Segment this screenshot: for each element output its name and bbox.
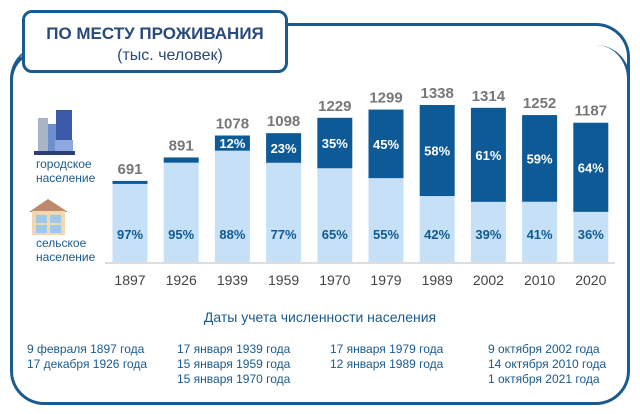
- bar-rural: [522, 201, 558, 262]
- urban-pct-label: 45%: [373, 137, 399, 152]
- x-tick-label: 1926: [166, 272, 197, 288]
- urban-pct-label: 35%: [322, 136, 348, 151]
- census-date: 17 декабря 1926 года: [27, 357, 148, 371]
- urban-pct-label: 59%: [527, 151, 553, 166]
- dates-col-2: 17 января 1939 года 15 января 1959 года …: [177, 342, 290, 387]
- urban-pct-label: 58%: [424, 144, 450, 159]
- rural-pct-label: 41%: [527, 227, 553, 242]
- urban-pct-label: 61%: [475, 148, 501, 163]
- x-tick-label: 2010: [524, 272, 555, 288]
- x-tick-label: 1979: [370, 272, 401, 288]
- total-label: 1229: [318, 98, 351, 115]
- house-icon: [29, 199, 68, 235]
- bar-rural: [573, 211, 609, 262]
- rural-pct-label: 95%: [168, 227, 194, 242]
- bar-urban: [573, 122, 609, 212]
- census-date: 9 февраля 1897 года: [27, 342, 145, 356]
- dates-col-1: 9 февраля 1897 года 17 декабря 1926 года: [27, 342, 147, 372]
- bar-urban: [112, 180, 148, 184]
- rural-pct-label: 97%: [117, 227, 143, 242]
- bar-urban: [470, 107, 506, 202]
- bar-urban: [317, 117, 353, 169]
- census-date: 9 октября 2002 года: [488, 342, 600, 356]
- total-label: 891: [169, 137, 194, 154]
- bar-rural: [419, 196, 455, 262]
- urban-pct-label: 12%: [219, 136, 245, 151]
- bar-urban: [419, 105, 455, 197]
- total-label: 1098: [267, 113, 300, 130]
- bar-rural: [317, 168, 353, 262]
- bar-urban: [522, 115, 558, 202]
- x-tick-label: 1939: [217, 272, 248, 288]
- city-buildings-icon: [34, 110, 75, 155]
- x-tick-label: 1897: [114, 272, 145, 288]
- dates-col-3: 17 января 1979 года 12 января 1989 года: [330, 342, 443, 372]
- bar-urban: [368, 109, 404, 179]
- rural-pct-label: 65%: [322, 227, 348, 242]
- legend-urban: городское население: [36, 157, 96, 185]
- rural-pct-label: 88%: [219, 227, 245, 242]
- total-label: 1187: [575, 103, 608, 120]
- bar-rural: [112, 183, 148, 262]
- chart-title: ПО МЕСТУ ПРОЖИВАНИЯ: [46, 24, 264, 43]
- urban-pct-label: 64%: [578, 160, 604, 175]
- frame-corner: [280, 23, 630, 83]
- bar-rural: [214, 150, 250, 262]
- total-label: 1252: [523, 95, 556, 112]
- total-label: 1078: [216, 116, 249, 133]
- total-label: 1338: [421, 85, 454, 102]
- census-date: 17 января 1939 года: [177, 342, 291, 356]
- rural-pct-label: 36%: [578, 227, 604, 242]
- rural-pct-label: 77%: [271, 227, 297, 242]
- census-date: 12 января 1989 года: [330, 357, 444, 371]
- rural-pct-label: 55%: [373, 227, 399, 242]
- total-label: 1299: [369, 90, 402, 107]
- x-tick-label: 2002: [473, 272, 504, 288]
- rural-pct-label: 42%: [424, 227, 450, 242]
- bar-urban: [163, 157, 199, 163]
- legend-rural: сельское население: [36, 236, 96, 264]
- bar-rural: [470, 201, 506, 262]
- bar-rural: [163, 162, 199, 262]
- x-tick-label: 1970: [319, 272, 350, 288]
- census-date: 15 января 1970 года: [177, 372, 291, 386]
- total-label: 691: [117, 161, 142, 178]
- bar-urban: [214, 135, 250, 151]
- census-date: 14 октября 2010 года: [488, 357, 607, 371]
- frame: [10, 45, 630, 405]
- x-axis-title: Даты учета численности населения: [203, 309, 437, 325]
- title-box: ПО МЕСТУ ПРОЖИВАНИЯ (тыс. человек): [22, 10, 288, 73]
- chart-subtitle: (тыс. человек): [117, 47, 223, 64]
- bar-rural: [368, 178, 404, 262]
- x-tick-label: 1959: [268, 272, 299, 288]
- census-date: 15 января 1959 года: [177, 357, 291, 371]
- urban-pct-label: 23%: [271, 141, 297, 156]
- dates-col-4: 9 октября 2002 года 14 октября 2010 года…: [488, 342, 606, 387]
- rural-pct-label: 39%: [475, 227, 501, 242]
- total-label: 1314: [472, 88, 506, 105]
- x-tick-label: 1989: [422, 272, 453, 288]
- bar-rural: [266, 162, 302, 262]
- x-tick-label: 2020: [575, 272, 606, 288]
- bar-urban: [266, 133, 302, 163]
- census-date: 1 октября 2021 года: [488, 372, 600, 386]
- census-date: 17 января 1979 года: [330, 342, 444, 356]
